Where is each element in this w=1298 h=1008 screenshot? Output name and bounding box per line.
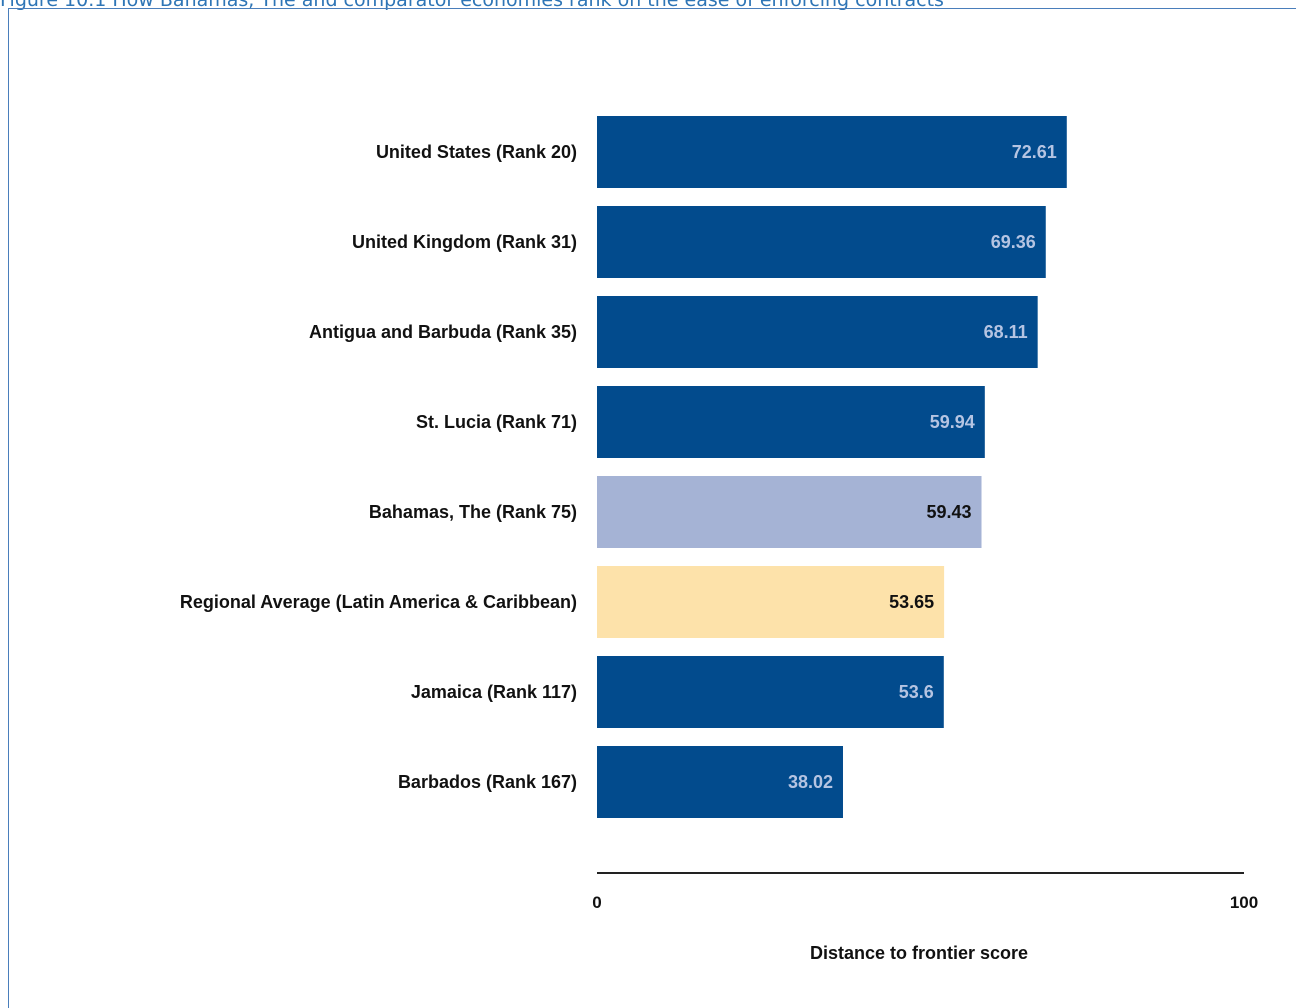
- figure-title: Figure 10.1 How Bahamas, The and compara…: [0, 0, 944, 11]
- bar: [597, 476, 982, 548]
- bars-layer: United States (Rank 20) 72.61 United Kingd…: [180, 116, 1067, 818]
- bar: [597, 116, 1067, 188]
- category-label: St. Lucia (Rank 71): [416, 412, 577, 432]
- bar: [597, 386, 985, 458]
- category-label: Antigua and Barbuda (Rank 35): [309, 322, 577, 342]
- category-label: Regional Average (Latin America & Caribb…: [180, 592, 577, 612]
- x-tick-label: 100: [1230, 893, 1258, 912]
- x-tick-label: 0: [592, 893, 601, 912]
- category-label: Jamaica (Rank 117): [411, 682, 577, 702]
- value-label: 59.94: [930, 412, 975, 432]
- value-label: 53.65: [889, 592, 934, 612]
- bar: [597, 296, 1038, 368]
- value-label: 69.36: [991, 232, 1036, 252]
- category-label: United States (Rank 20): [376, 142, 577, 162]
- figure-frame: [8, 8, 1296, 1008]
- value-label: 68.11: [984, 322, 1028, 342]
- value-label: 59.43: [926, 502, 971, 522]
- category-label: Barbados (Rank 167): [398, 772, 577, 792]
- category-label: United Kingdom (Rank 31): [352, 232, 577, 252]
- bar: [597, 746, 843, 818]
- value-label: 53.6: [899, 682, 934, 702]
- bar: [597, 206, 1046, 278]
- x-axis-title: Distance to frontier score: [810, 943, 1028, 963]
- bar: [597, 566, 945, 638]
- value-label: 38.02: [788, 772, 833, 792]
- value-label: 72.61: [1012, 142, 1057, 162]
- category-label: Bahamas, The (Rank 75): [369, 502, 577, 522]
- bar: [597, 656, 944, 728]
